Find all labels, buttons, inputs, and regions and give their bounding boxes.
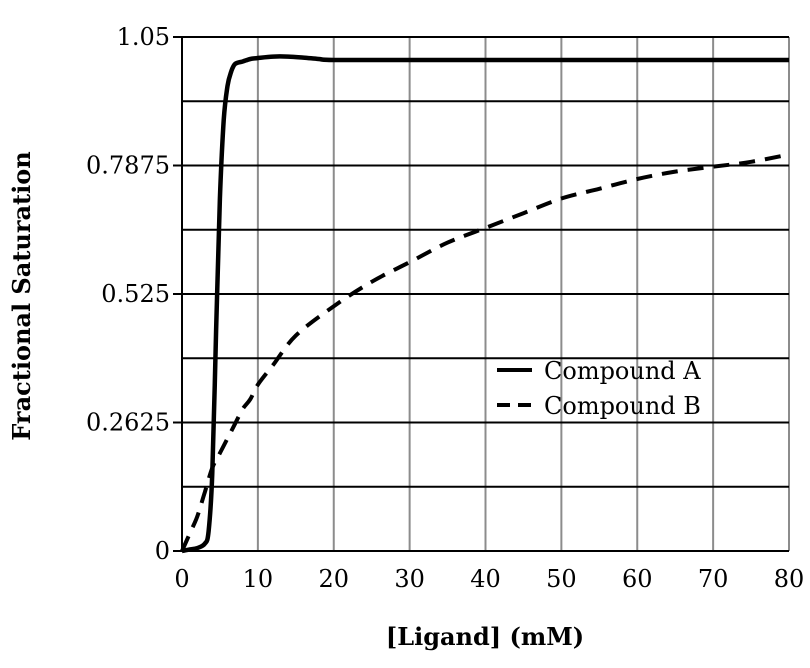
y-tick-label: 0.7875: [86, 152, 170, 180]
x-tick-label: 70: [698, 565, 729, 593]
legend-label-compound-a: Compound A: [544, 357, 701, 385]
tick-labels: 0 10 20 30 40 50 60 70 80 0 0.2625 0.525 0.7875 1.05: [86, 23, 804, 593]
x-tick-label: 0: [174, 565, 189, 593]
y-tick-label: 0: [155, 537, 170, 565]
x-tick-label: 40: [470, 565, 501, 593]
series-layer: [180, 54, 790, 554]
x-tick-label: 80: [774, 565, 805, 593]
x-tick-label: 20: [318, 565, 349, 593]
grid: [182, 36, 790, 551]
x-tick-label: 60: [622, 565, 653, 593]
y-tick-label: 0.525: [101, 280, 170, 308]
x-axis-title: [Ligand] (mM): [386, 622, 584, 651]
y-tick-label: 1.05: [117, 23, 170, 51]
y-axis-title: Fractional Saturation: [7, 151, 36, 440]
y-tick-label: 0.2625: [86, 409, 170, 437]
x-tick-label: 10: [243, 565, 274, 593]
legend-label-compound-b: Compound B: [544, 392, 701, 420]
series-line-compound-a: [181, 54, 789, 554]
x-tick-label: 50: [546, 565, 577, 593]
axes: [173, 36, 789, 552]
series-line-compound-b: [180, 152, 790, 552]
x-tick-label: 30: [394, 565, 425, 593]
legend: Compound A Compound B: [497, 357, 701, 420]
